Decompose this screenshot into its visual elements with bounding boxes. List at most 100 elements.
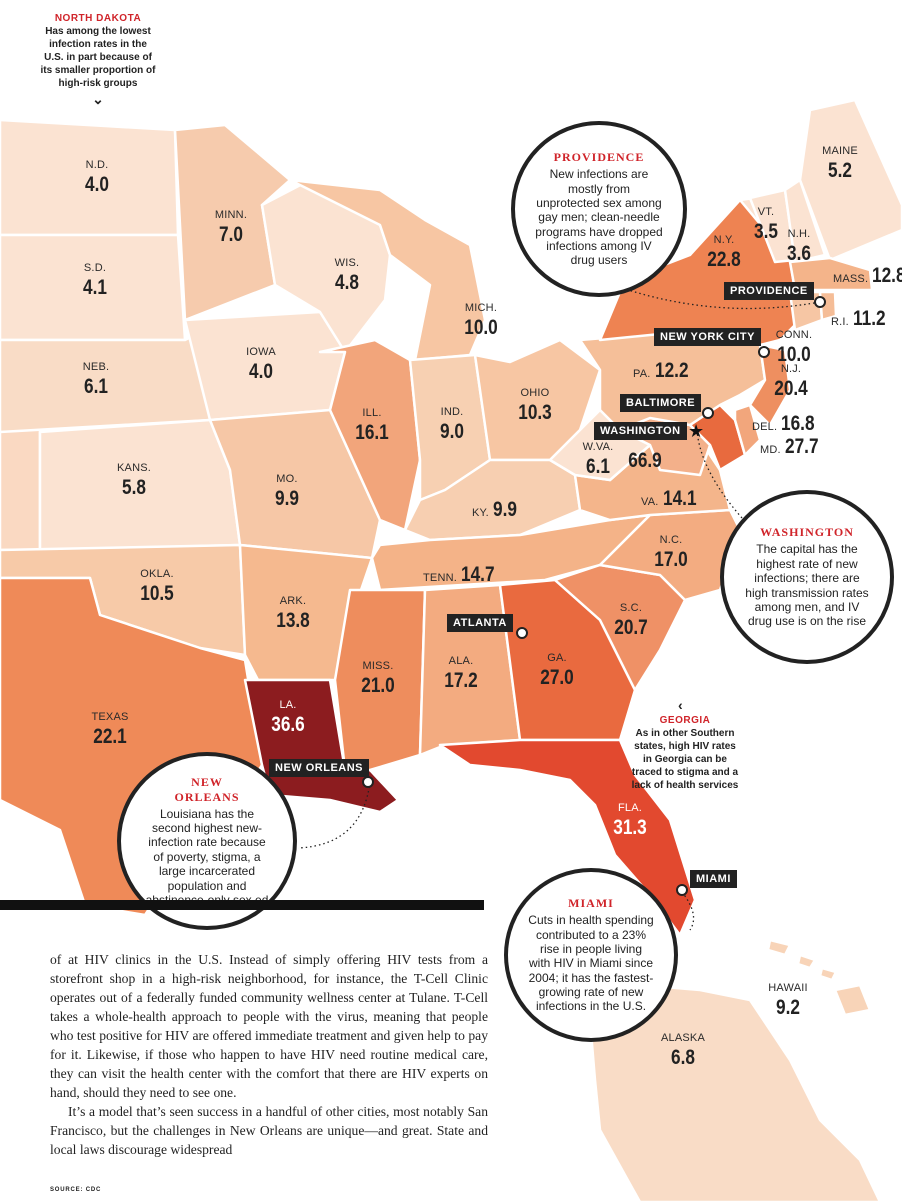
baltimore-marker <box>702 407 714 419</box>
label-ga: GA. 27.0 <box>537 652 578 689</box>
label-mass-abbr: MASS. <box>833 273 869 285</box>
label-del: DEL. 16.8 <box>752 410 822 434</box>
label-nh-abbr: N.H. <box>787 228 811 240</box>
label-la: LA. 36.6 <box>268 700 309 736</box>
label-nc-rate: 17.0 <box>654 548 688 571</box>
state-hawaii-2 <box>796 953 817 970</box>
label-mich: MICH. 10.0 <box>461 303 502 339</box>
state-hawaii-3 <box>818 966 838 982</box>
label-mich-rate: 10.0 <box>464 316 498 339</box>
label-mass-rate: 12.8 <box>872 264 902 287</box>
label-nj: N.J. 20.4 <box>771 363 812 400</box>
label-alaska: ALASKA 6.8 <box>660 1032 706 1069</box>
label-ohio-abbr: OHIO <box>520 387 550 399</box>
label-ky-rate: 9.9 <box>492 498 517 521</box>
label-texas: TEXAS 22.1 <box>90 711 131 748</box>
new-york-marker <box>758 346 770 358</box>
label-texas-abbr: TEXAS <box>91 711 129 723</box>
label-maine: MAINE 5.2 <box>822 146 858 182</box>
label-va-rate: 14.1 <box>662 487 697 510</box>
label-sc-rate: 20.7 <box>614 616 648 639</box>
label-nc-abbr: N.C. <box>659 534 683 546</box>
city-tag-miami: MIAMI <box>690 870 737 888</box>
label-conn-rate: 10.0 <box>777 343 811 366</box>
label-ind-rate: 9.0 <box>440 420 464 443</box>
city-tag-providence: PROVIDENCE <box>724 282 814 300</box>
label-mo-abbr: MO. <box>276 473 298 485</box>
label-dc: 66.9 <box>625 447 666 471</box>
callout-providence-body: New infections are mostly from unprotect… <box>535 167 663 268</box>
state-hawaii <box>766 938 792 957</box>
label-sc-abbr: S.C. <box>619 602 643 614</box>
label-nd: N.D. 4.0 <box>82 159 111 196</box>
chevron-down-icon: ⌄ <box>92 91 104 107</box>
label-nh-rate: 3.6 <box>787 242 811 265</box>
label-wva-abbr: W.VA. <box>582 441 614 453</box>
label-ark-abbr: ARK. <box>279 595 307 607</box>
callout-new-orleans-title: NEW ORLEANS <box>174 774 240 804</box>
label-texas-rate: 22.1 <box>93 725 127 748</box>
label-nc: N.C. 17.0 <box>651 534 692 571</box>
note-north-dakota-body: Has among the lowest infection rates in … <box>40 26 156 89</box>
label-miss-abbr: MISS. <box>362 660 394 672</box>
label-ga-rate: 27.0 <box>540 666 574 689</box>
label-ohio-rate: 10.3 <box>518 401 552 424</box>
label-minn: MINN. 7.0 <box>214 209 248 246</box>
label-neb-abbr: NEB. <box>82 361 110 373</box>
label-nj-rate: 20.4 <box>774 377 808 400</box>
state-del <box>733 403 762 457</box>
label-ny: N.Y. 22.8 <box>704 234 745 271</box>
city-tag-atlanta: ATLANTA <box>447 614 513 632</box>
note-north-dakota: NORTH DAKOTA Has among the lowest infect… <box>40 12 156 108</box>
label-iowa: IOWA 4.0 <box>246 346 276 383</box>
label-sd-rate: 4.1 <box>83 276 107 299</box>
label-iowa-abbr: IOWA <box>246 346 276 358</box>
label-ri-abbr: R.I. <box>831 316 849 328</box>
label-tenn: TENN. 14.7 <box>423 561 502 585</box>
label-fla-abbr: FLA. <box>617 802 643 814</box>
label-tenn-abbr: TENN. <box>423 572 457 584</box>
label-minn-abbr: MINN. <box>214 209 248 221</box>
label-wis-rate: 4.8 <box>335 271 359 294</box>
source-credit: SOURCE: CDC <box>50 1187 102 1193</box>
providence-marker <box>814 296 826 308</box>
label-va: VA. 14.1 <box>641 485 703 509</box>
label-del-abbr: DEL. <box>752 421 778 433</box>
label-md-abbr: MD. <box>760 444 781 456</box>
label-okla: OKLA. 10.5 <box>137 568 178 605</box>
label-vt-rate: 3.5 <box>754 220 778 243</box>
section-divider <box>0 900 484 910</box>
label-alaska-abbr: ALASKA <box>660 1032 706 1044</box>
callout-providence: PROVIDENCE New infections are mostly fro… <box>511 121 687 297</box>
label-ala: ALA. 17.2 <box>441 656 482 692</box>
label-nj-abbr: N.J. <box>780 363 802 375</box>
label-kans-abbr: KANS. <box>116 462 152 474</box>
label-maine-rate: 5.2 <box>828 159 852 182</box>
label-wva: W.VA. 6.1 <box>582 441 614 478</box>
label-alaska-rate: 6.8 <box>671 1046 695 1069</box>
label-wva-rate: 6.1 <box>586 455 610 478</box>
note-georgia-body: As in other Southern states, high HIV ra… <box>631 728 739 792</box>
label-pa-abbr: PA. <box>633 368 651 380</box>
connector-providence <box>621 287 821 310</box>
label-ga-abbr: GA. <box>547 652 567 664</box>
label-ny-rate: 22.8 <box>707 248 741 271</box>
label-kans: KANS. 5.8 <box>116 462 152 499</box>
label-nd-abbr: N.D. <box>85 159 109 171</box>
label-ill-abbr: ILL. <box>362 407 382 419</box>
label-ri-rate: 11.2 <box>852 307 886 330</box>
callout-new-orleans-body: Louisiana has the second highest new-inf… <box>146 806 269 907</box>
washington-star-icon: ★ <box>688 421 704 442</box>
label-okla-abbr: OKLA. <box>140 568 174 580</box>
label-okla-rate: 10.5 <box>140 582 174 605</box>
label-hawaii-rate: 9.2 <box>776 996 800 1019</box>
chevron-left-icon: ‹ <box>678 697 683 713</box>
label-ark-rate: 13.8 <box>276 609 310 632</box>
label-hawaii: HAWAII 9.2 <box>768 983 808 1019</box>
label-ny-abbr: N.Y. <box>713 234 735 246</box>
label-miss: MISS. 21.0 <box>358 660 399 697</box>
label-vt: VT. 3.5 <box>751 206 780 243</box>
label-neb: NEB. 6.1 <box>81 361 110 398</box>
label-vt-abbr: VT. <box>757 206 775 218</box>
label-conn-abbr: CONN. <box>775 329 813 341</box>
